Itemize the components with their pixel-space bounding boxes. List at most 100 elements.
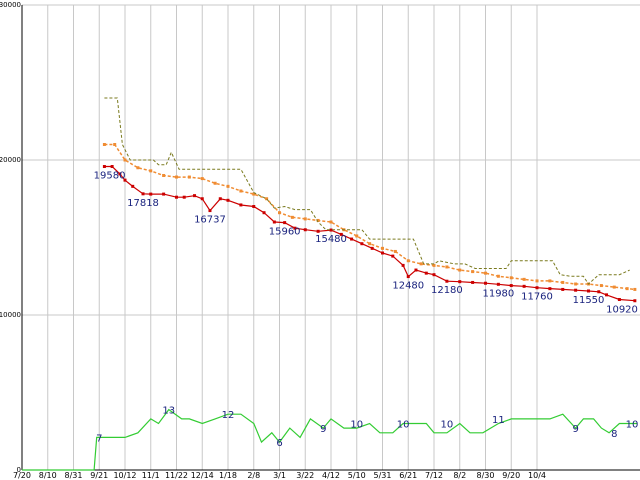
price-point: [316, 229, 320, 233]
x-tick-label: 8/30: [477, 471, 495, 480]
price-point: [303, 228, 307, 232]
price-point: [605, 293, 609, 297]
price-data-label: 11760: [521, 292, 553, 303]
x-tick-label: 11/1: [142, 471, 160, 480]
average-price-point: [123, 158, 127, 162]
average-price-point: [149, 169, 153, 173]
average-price-point: [200, 177, 204, 181]
average-price-point: [496, 274, 500, 278]
average-price-point: [252, 192, 256, 196]
x-tick-label: 11/22: [165, 471, 188, 480]
x-tick-label: 5/10: [348, 471, 366, 480]
average-price-point: [574, 282, 578, 286]
average-price-point: [175, 175, 178, 179]
count-data-label: 9: [572, 424, 578, 435]
average-price-point: [102, 143, 106, 146]
axes: [21, 5, 640, 471]
average-price-point: [381, 246, 384, 250]
x-axis-tick-labels: 7/20 8/10 8/31 9/21 10/12 11/1 11/22 12/14 1/18 2…: [13, 471, 546, 480]
price-point: [110, 165, 114, 169]
average-price-point: [368, 242, 372, 246]
price-data-label: 17818: [127, 198, 159, 209]
count-data-label: 10: [350, 420, 363, 431]
average-price-point: [316, 218, 320, 222]
average-price-point: [162, 174, 166, 177]
x-tick-label: 8/2: [453, 471, 466, 480]
price-point: [633, 299, 637, 303]
average-price-point: [226, 184, 230, 188]
price-point: [218, 197, 222, 201]
average-price-point: [329, 220, 333, 224]
average-price-point: [535, 279, 539, 283]
x-tick-label: 10/4: [528, 471, 546, 480]
price-point: [391, 254, 395, 258]
average-price-point: [612, 285, 616, 289]
average-price-point: [136, 166, 140, 170]
price-data-label: 12180: [431, 285, 463, 296]
price-point: [339, 232, 343, 236]
price-point: [360, 242, 364, 246]
sales-count-line: [22, 408, 638, 471]
price-point: [401, 263, 405, 267]
x-tick-label: 3/1: [273, 471, 286, 480]
price-point: [149, 192, 153, 196]
count-data-label: 9: [320, 424, 326, 435]
average-price-point: [432, 263, 436, 267]
average-price-point: [509, 276, 513, 280]
price-point: [208, 209, 212, 213]
x-tick-label: 6/21: [399, 471, 417, 480]
price-point: [141, 192, 145, 196]
x-tick-label: 8/31: [65, 471, 83, 480]
price-point: [587, 289, 590, 293]
price-point: [406, 275, 410, 279]
average-price-point: [213, 181, 217, 185]
y-axis-tick-labels: 0 10000 20000 30000: [0, 1, 21, 474]
price-point: [123, 178, 127, 182]
average-price-point: [187, 175, 191, 179]
price-point: [370, 246, 374, 250]
price-point: [118, 172, 122, 176]
x-tick-label: 4/12: [322, 471, 340, 480]
count-data-label: 12: [222, 410, 235, 421]
price-point: [239, 203, 243, 207]
price-point: [272, 220, 276, 224]
price-point: [252, 205, 256, 208]
price-point: [574, 288, 578, 292]
average-price-point: [113, 143, 117, 146]
x-tick-label: 9/21: [90, 471, 108, 480]
count-data-label: 10: [441, 420, 454, 431]
price-point: [350, 237, 354, 241]
count-data-label: 6: [276, 438, 282, 449]
series-lines: [22, 97, 638, 471]
x-tick-label: 1/18: [219, 471, 237, 480]
price-data-label: 11980: [482, 288, 514, 299]
price-data-label: 16737: [194, 215, 226, 226]
price-point: [381, 251, 384, 255]
price-point: [226, 198, 230, 202]
high-price-line: [104, 97, 630, 285]
price-line: [104, 165, 635, 302]
x-tick-label: 2/8: [247, 471, 260, 480]
x-tick-label: 7/20: [13, 471, 31, 480]
average-price-point: [599, 284, 603, 288]
data-labels: 19580 17818 16737 15960 15480 12480 12180 11980…: [94, 171, 639, 450]
price-point: [458, 280, 462, 284]
average-price-point: [278, 211, 281, 215]
average-price-point: [393, 249, 397, 253]
grid-lines: [22, 4, 640, 471]
price-data-label: 10920: [606, 305, 638, 316]
average-price-point: [445, 265, 449, 269]
x-tick-label: 10/12: [113, 471, 136, 480]
price-point: [509, 284, 513, 288]
price-point: [182, 195, 186, 199]
average-price-point: [458, 268, 462, 272]
price-point: [445, 279, 449, 283]
average-price-point: [625, 287, 629, 291]
average-price-point: [355, 234, 359, 238]
price-point: [471, 280, 475, 284]
x-tick-label: 12/14: [191, 471, 214, 480]
price-data-label: 15480: [315, 234, 347, 245]
price-point: [329, 228, 333, 232]
x-tick-label: 7/12: [425, 471, 443, 480]
